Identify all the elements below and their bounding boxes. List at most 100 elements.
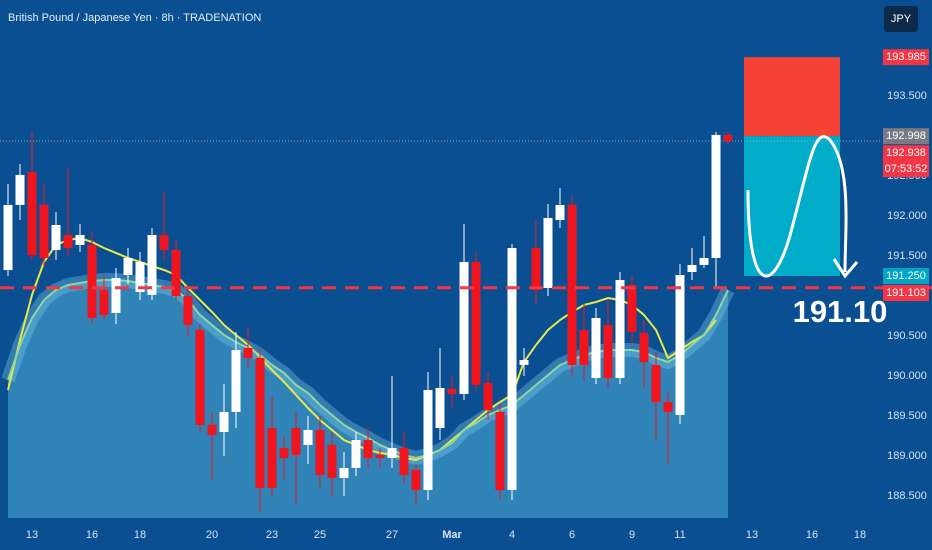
candle-body — [51, 224, 61, 250]
candle-body — [15, 174, 25, 205]
candle-body — [411, 470, 421, 490]
candle-body — [627, 284, 637, 332]
candle-body — [27, 172, 37, 256]
candle-body — [675, 274, 685, 415]
candle-body — [423, 390, 433, 490]
x-tick-label: Mar — [442, 529, 462, 541]
candle-body — [3, 204, 13, 270]
candle-body — [219, 412, 229, 432]
y-tick-label: 188.500 — [887, 490, 927, 502]
candle-body — [519, 360, 529, 365]
candle-body — [375, 454, 385, 458]
candle-body — [435, 388, 445, 428]
price-label-box — [883, 285, 929, 301]
candle-body — [603, 324, 613, 378]
x-tick-label: 25 — [314, 529, 326, 541]
candle-body — [399, 448, 409, 475]
countdown: 07:53:52 — [885, 163, 928, 175]
candle-body — [135, 262, 145, 292]
y-tick-label: 189.000 — [887, 450, 927, 462]
candle-body — [39, 204, 49, 258]
price-annotation: 191.10 — [793, 294, 888, 329]
candle-body — [195, 330, 205, 425]
price-label-box — [883, 145, 929, 178]
candle-body — [579, 330, 589, 365]
x-tick-label: 13 — [746, 529, 758, 541]
candle-body — [543, 218, 553, 288]
x-tick-label: 16 — [86, 529, 98, 541]
candle-body — [723, 134, 733, 141]
candle-body — [75, 234, 85, 245]
candle-body — [351, 440, 361, 468]
x-tick-label: 18 — [134, 529, 146, 541]
x-tick-label: 18 — [854, 529, 866, 541]
price-label: 193.985 — [886, 51, 926, 63]
candle-body — [591, 318, 601, 378]
candle-body — [651, 364, 661, 402]
x-tick-label: 11 — [674, 529, 685, 541]
x-tick-label: 20 — [206, 529, 218, 541]
candle-body — [243, 348, 253, 358]
candle-body — [339, 468, 349, 478]
candle-body — [699, 258, 709, 265]
candle-body — [111, 278, 121, 313]
candle-body — [147, 234, 157, 295]
x-tick-label: 16 — [806, 529, 818, 541]
y-tick-label: 190.000 — [887, 370, 927, 382]
candle-body — [555, 204, 565, 220]
x-tick-label: 6 — [569, 529, 575, 541]
candle-body — [123, 258, 133, 275]
candle-body — [207, 424, 217, 435]
symbol-title: British Pound / Japanese Yen · 8h · TRAD… — [8, 12, 261, 24]
candle-body — [183, 296, 193, 325]
indicator-line — [7, 236, 717, 462]
candle-body — [567, 204, 577, 365]
candle-body — [711, 134, 721, 258]
candle-body — [63, 234, 73, 248]
candle-body — [447, 388, 457, 394]
price-label: 192.998 — [886, 130, 926, 142]
price-label-box — [883, 268, 929, 284]
target-zone — [744, 136, 840, 276]
candle-body — [267, 428, 277, 488]
y-tick-label: 192.000 — [887, 210, 927, 222]
candle-body — [315, 430, 325, 475]
candle-body — [615, 280, 625, 378]
candle-body — [663, 402, 673, 412]
arrow-head — [832, 258, 859, 279]
currency-button[interactable] — [884, 6, 918, 32]
indicator-area — [8, 280, 728, 518]
candle-body — [495, 412, 505, 490]
candle-body — [291, 428, 301, 455]
x-tick-label: 4 — [509, 529, 515, 541]
stop-zone — [744, 57, 840, 137]
x-tick-label: 13 — [26, 529, 38, 541]
y-tick-label: 193.500 — [887, 90, 927, 102]
candle-body — [471, 262, 481, 385]
x-tick-label: 9 — [629, 529, 635, 541]
x-tick-label: 23 — [266, 529, 278, 541]
candle-body — [483, 382, 493, 410]
price-label-box — [883, 49, 929, 66]
candle-body — [87, 244, 97, 318]
candle-body — [303, 430, 313, 445]
candle-body — [159, 234, 169, 250]
candle-body — [687, 264, 697, 272]
price-label: 191.250 — [886, 270, 926, 282]
price-label: 191.103 — [886, 287, 926, 299]
candle-body — [171, 250, 181, 296]
candle-body — [363, 440, 373, 458]
plot-area: 13 16 18 20 23 25 27 Mar 4 6 9 11 13 16 18 — [0, 57, 932, 541]
y-tick-label: 191.500 — [887, 250, 927, 262]
candle-body — [507, 248, 517, 490]
currency-label[interactable]: JPY — [891, 13, 912, 25]
candle-body — [231, 350, 241, 412]
y-tick-label: 190.500 — [887, 330, 927, 342]
x-tick-label: 27 — [386, 529, 398, 541]
candle-body — [531, 248, 541, 290]
candle-body — [255, 358, 265, 488]
price-label-box — [883, 128, 929, 145]
candle-body — [459, 262, 469, 394]
drawn-arrow — [746, 135, 848, 278]
